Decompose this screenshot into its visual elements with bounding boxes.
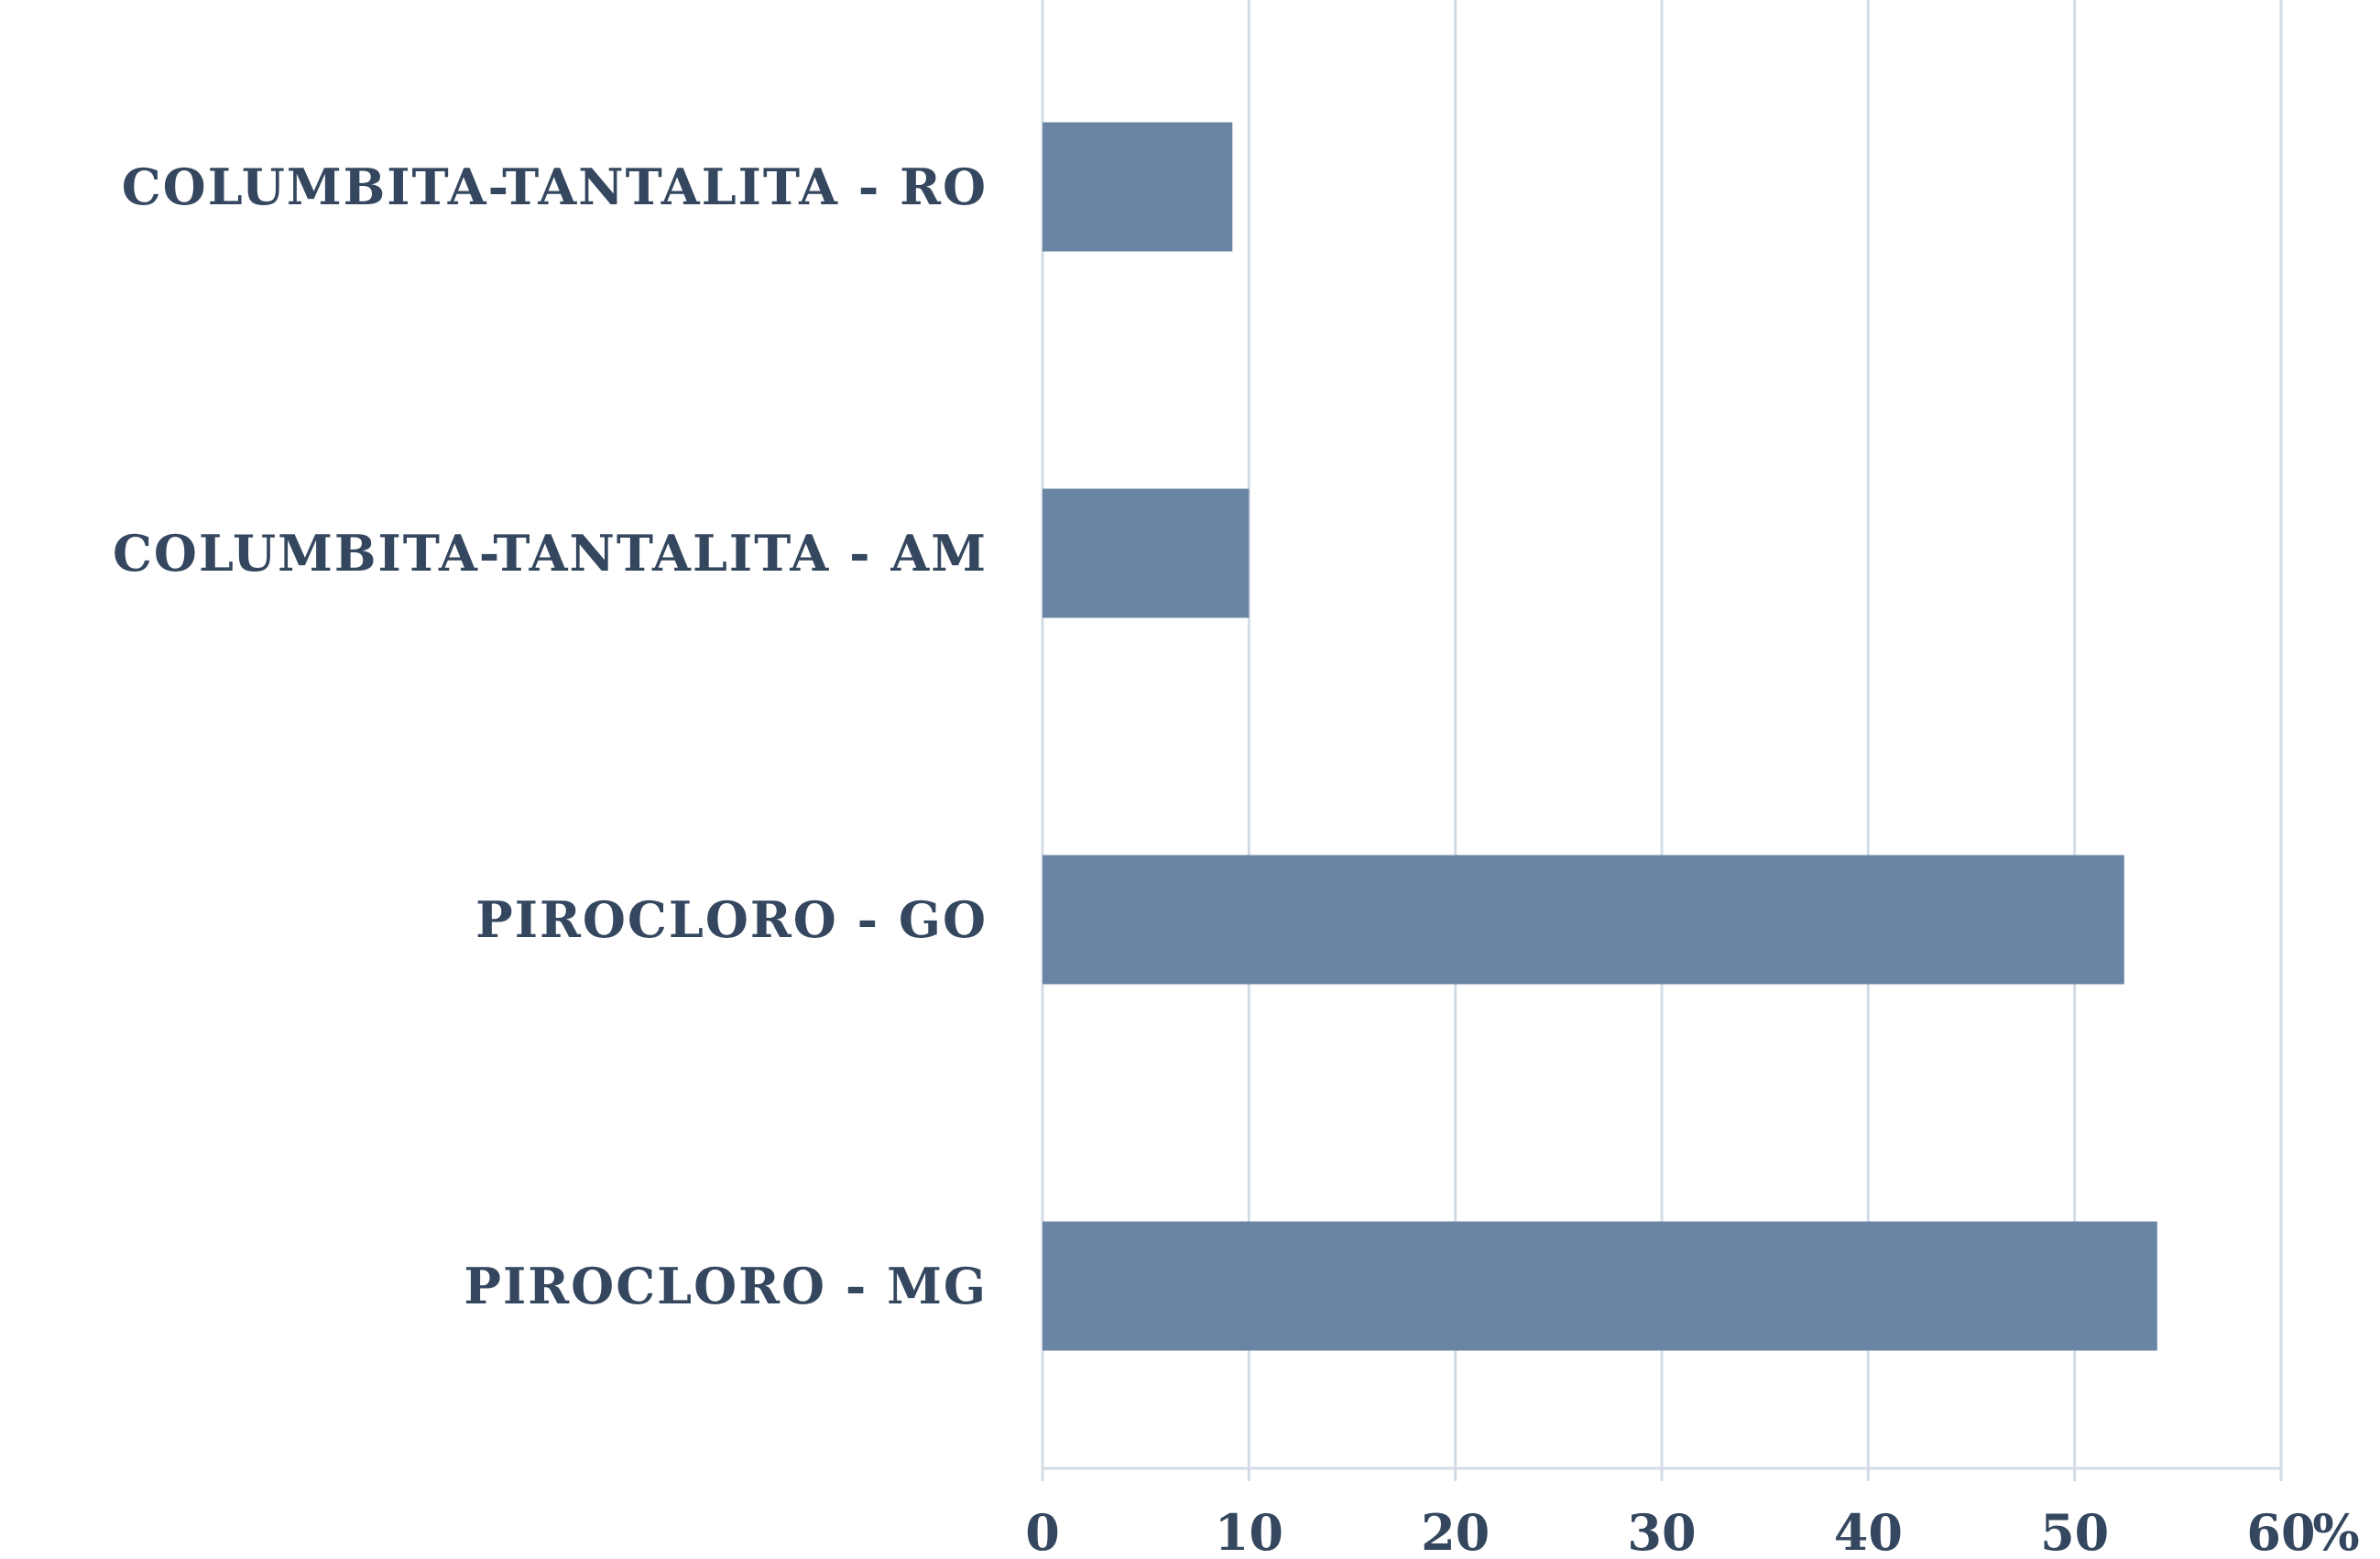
bar xyxy=(1043,855,2124,985)
x-axis: 0 10 20 30 40 50 60% xyxy=(1025,1466,2360,1559)
gridlines xyxy=(1041,0,2283,1468)
category-labels: COLUMBITA-TANTALITA - RO COLUMBITA-TANTAL… xyxy=(113,158,988,1315)
x-tick-label: 60 xyxy=(2246,1503,2315,1559)
x-tick-label: 50 xyxy=(2040,1503,2109,1559)
x-tick-label: 0 xyxy=(1025,1503,1060,1559)
x-tick-label: 40 xyxy=(1834,1503,1903,1559)
x-unit-label: % xyxy=(2312,1503,2359,1559)
bar xyxy=(1043,488,1250,618)
category-label: COLUMBITA-TANTALITA - AM xyxy=(113,524,988,583)
bars xyxy=(1043,122,2157,1351)
x-tick-label: 10 xyxy=(1215,1503,1283,1559)
x-tick-label: 20 xyxy=(1421,1503,1490,1559)
bar xyxy=(1043,1221,2157,1351)
x-tick-label: 30 xyxy=(1627,1503,1696,1559)
category-label: PIROCLORO - GO xyxy=(475,890,988,949)
category-label: PIROCLORO - MG xyxy=(464,1257,988,1315)
bar xyxy=(1043,122,1233,252)
category-label: COLUMBITA-TANTALITA - RO xyxy=(122,158,988,216)
